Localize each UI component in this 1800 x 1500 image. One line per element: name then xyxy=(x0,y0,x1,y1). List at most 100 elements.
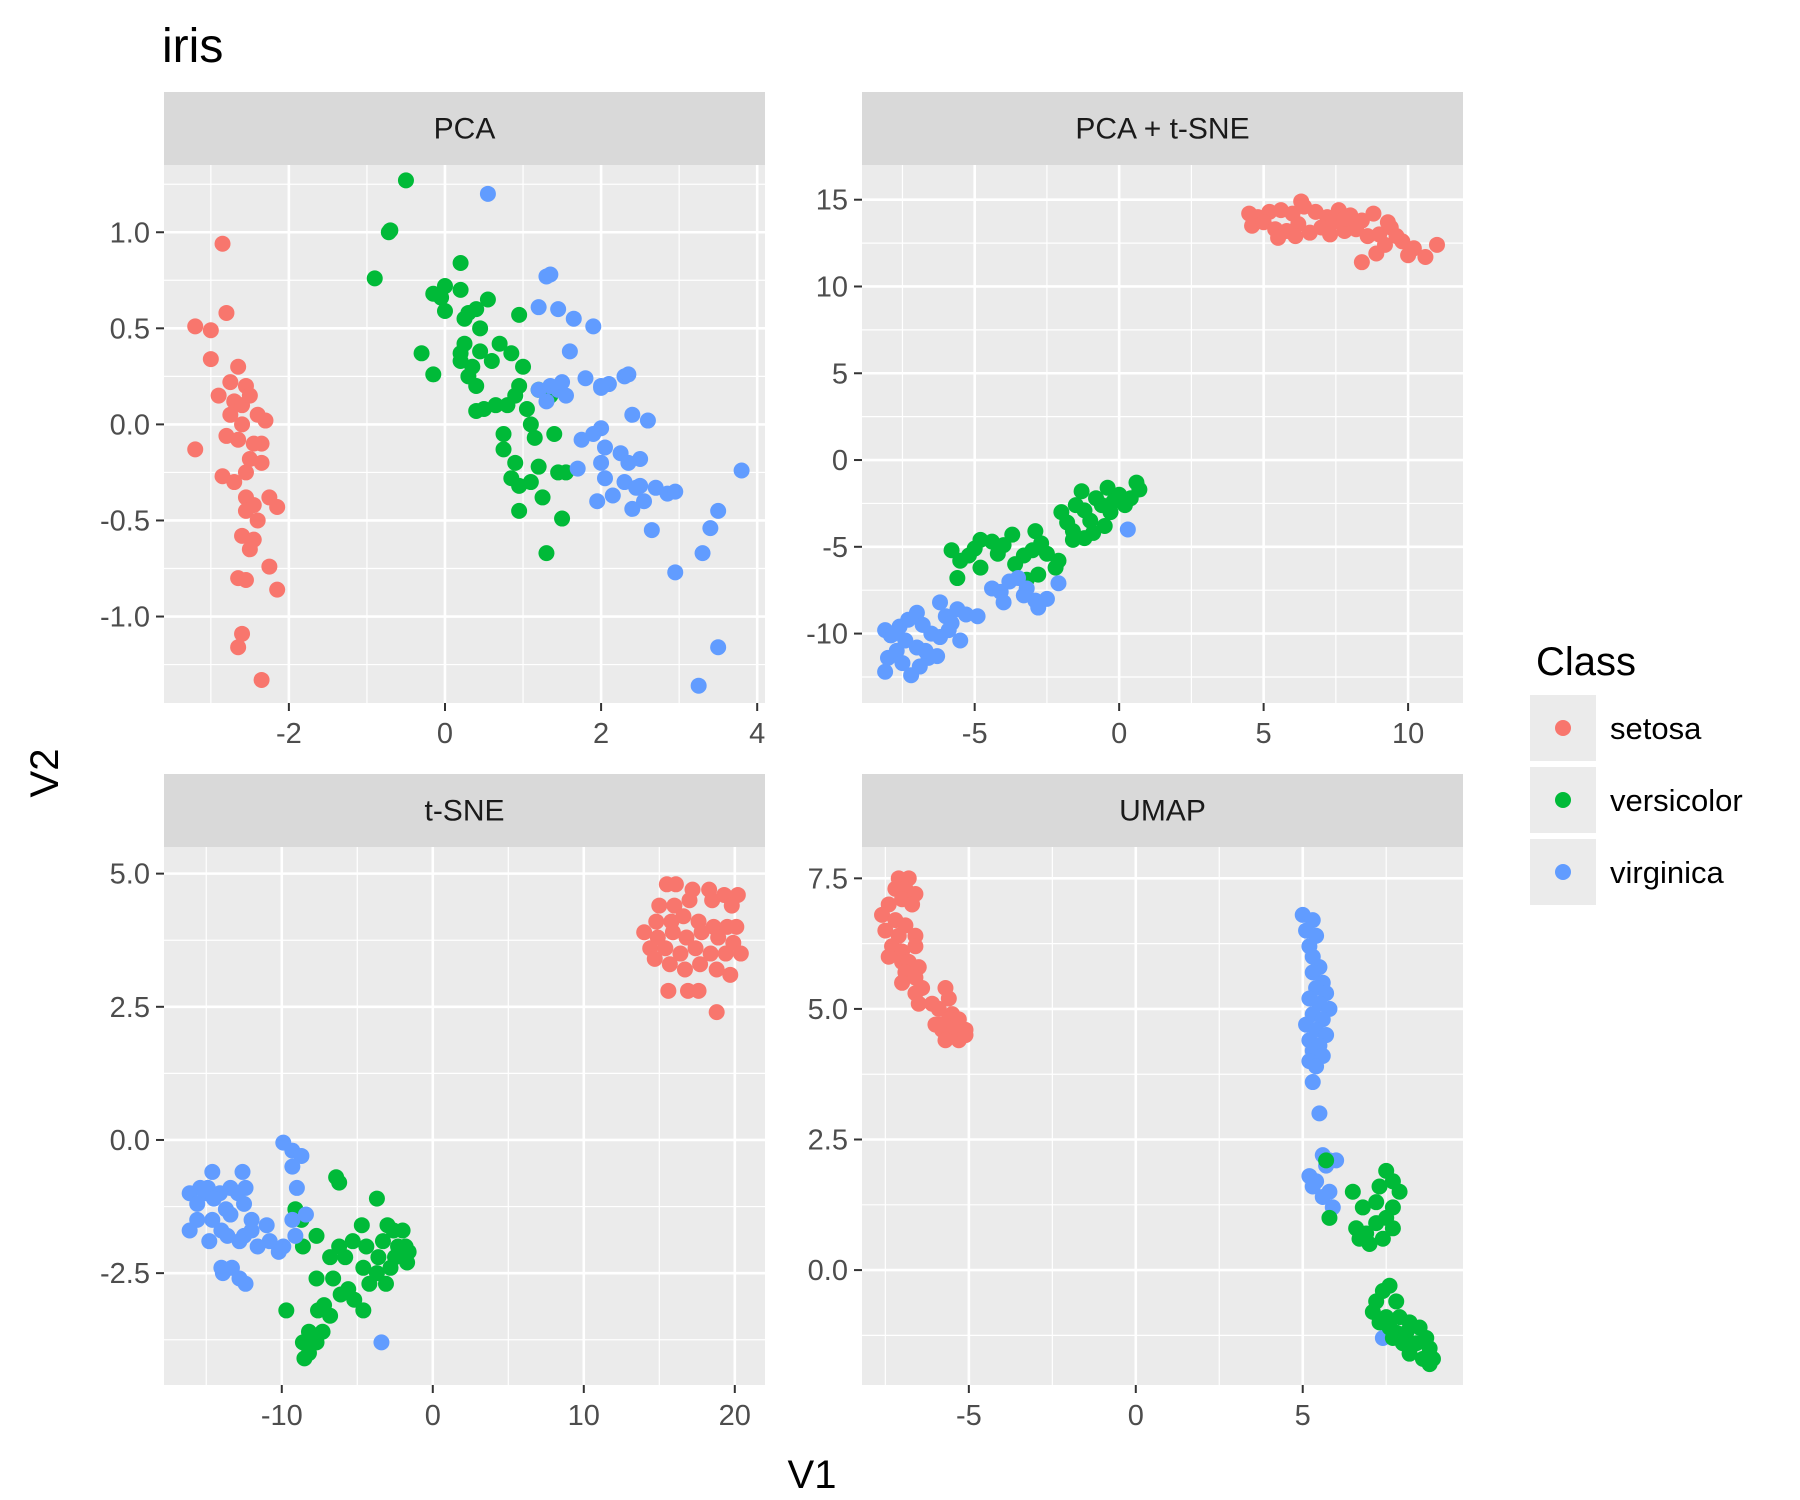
point-versicolor xyxy=(456,310,473,327)
point-versicolor xyxy=(399,1254,416,1271)
y-tick-label: 0 xyxy=(832,445,848,477)
legend-swatch-setosa xyxy=(1555,720,1571,736)
point-versicolor xyxy=(511,477,528,494)
point-setosa xyxy=(1293,193,1310,210)
point-virginica xyxy=(293,1147,310,1164)
series-versicolor xyxy=(1318,1152,1441,1373)
point-versicolor xyxy=(1388,1293,1405,1310)
point-setosa xyxy=(636,924,653,941)
point-virginica xyxy=(204,1211,221,1228)
point-virginica xyxy=(561,343,578,360)
panel-tsne: t-SNE -10 0 10 20 -2.5 0.0 2.5 5.0 xyxy=(100,774,765,1432)
point-versicolor xyxy=(546,426,563,442)
point-versicolor xyxy=(355,1259,372,1276)
point-versicolor xyxy=(972,559,989,576)
point-versicolor xyxy=(344,1233,361,1250)
x-tick-label: 0 xyxy=(425,1400,441,1432)
point-setosa xyxy=(214,235,231,252)
point-setosa xyxy=(1368,245,1385,262)
point-versicolor xyxy=(476,401,493,418)
point-versicolor xyxy=(425,366,442,383)
point-versicolor xyxy=(1384,1220,1401,1237)
series-setosa xyxy=(874,870,974,1049)
point-virginica xyxy=(995,594,1012,611)
point-versicolor xyxy=(1401,1345,1418,1362)
point-virginica xyxy=(932,594,949,611)
point-versicolor xyxy=(1073,483,1090,500)
point-virginica xyxy=(604,487,621,504)
point-versicolor xyxy=(530,458,547,475)
point-virginica xyxy=(214,1265,231,1282)
point-virginica xyxy=(620,366,637,383)
point-versicolor xyxy=(325,1270,342,1287)
point-setosa xyxy=(1388,228,1405,245)
point-setosa xyxy=(957,1027,974,1044)
point-setosa xyxy=(646,950,663,967)
point-setosa xyxy=(930,1016,947,1033)
point-versicolor xyxy=(949,570,966,587)
point-setosa xyxy=(237,572,254,589)
point-virginica xyxy=(733,462,750,479)
point-setosa xyxy=(1400,247,1417,264)
point-setosa xyxy=(237,502,254,519)
point-virginica xyxy=(702,520,719,537)
point-virginica xyxy=(550,301,567,318)
point-virginica xyxy=(231,1233,248,1250)
y-tick-label: 0.0 xyxy=(808,1255,848,1287)
point-versicolor xyxy=(1374,1230,1391,1247)
series-virginica xyxy=(877,521,1136,684)
point-virginica xyxy=(530,299,547,316)
point-virginica xyxy=(624,500,641,517)
point-setosa xyxy=(230,431,247,448)
point-versicolor xyxy=(361,1275,378,1292)
y-tick-label: 10 xyxy=(816,271,848,303)
y-tick-label: 5 xyxy=(832,358,848,390)
y-axis-title: V2 xyxy=(23,749,67,798)
point-virginica xyxy=(1311,1105,1328,1122)
x-tick-label: -10 xyxy=(261,1400,303,1432)
y-tick-label: 2.5 xyxy=(110,992,150,1024)
point-virginica xyxy=(284,1211,301,1228)
point-setosa xyxy=(717,945,734,962)
point-versicolor xyxy=(1321,1209,1338,1226)
point-virginica xyxy=(969,608,986,625)
point-versicolor xyxy=(1007,556,1024,573)
point-virginica xyxy=(667,564,684,581)
point-virginica xyxy=(181,1222,198,1239)
point-versicolor xyxy=(436,303,453,320)
point-versicolor xyxy=(522,416,539,433)
x-tick-label: 5 xyxy=(1295,1400,1311,1432)
panel-pca-tsne: PCA + t-SNE -5 0 5 10 -10 -5 0 5 10 15 xyxy=(806,92,1463,750)
point-versicolor xyxy=(382,1259,399,1276)
point-versicolor xyxy=(346,1291,363,1308)
point-virginica xyxy=(596,470,613,487)
point-versicolor xyxy=(332,1286,349,1303)
point-versicolor xyxy=(989,545,1006,562)
point-versicolor xyxy=(1368,1194,1385,1211)
point-versicolor xyxy=(296,1350,313,1367)
point-virginica xyxy=(593,379,610,396)
point-virginica xyxy=(897,632,914,649)
point-versicolor xyxy=(554,510,571,527)
point-versicolor xyxy=(308,1270,325,1287)
point-setosa xyxy=(210,387,227,404)
point-setosa xyxy=(651,897,668,914)
point-versicolor xyxy=(308,1227,325,1244)
point-setosa xyxy=(693,924,710,941)
point-virginica xyxy=(1030,599,1047,616)
series-versicolor xyxy=(366,172,574,562)
point-virginica xyxy=(589,493,606,510)
point-setosa xyxy=(708,961,725,978)
point-versicolor xyxy=(1368,1215,1385,1232)
y-tick-label: 7.5 xyxy=(808,863,848,895)
point-virginica xyxy=(1304,1178,1321,1195)
panel-pca: PCA -2 0 2 4 -1.0 -0.5 0.0 0.5 1.0 xyxy=(100,92,765,750)
point-setosa xyxy=(722,966,739,983)
series-versicolor xyxy=(943,474,1148,588)
point-virginica xyxy=(284,1158,301,1175)
strip-pca-t-sne xyxy=(862,92,1463,165)
point-setosa xyxy=(218,304,235,321)
y-tick-label: -2.5 xyxy=(100,1258,150,1290)
point-virginica xyxy=(952,632,969,649)
